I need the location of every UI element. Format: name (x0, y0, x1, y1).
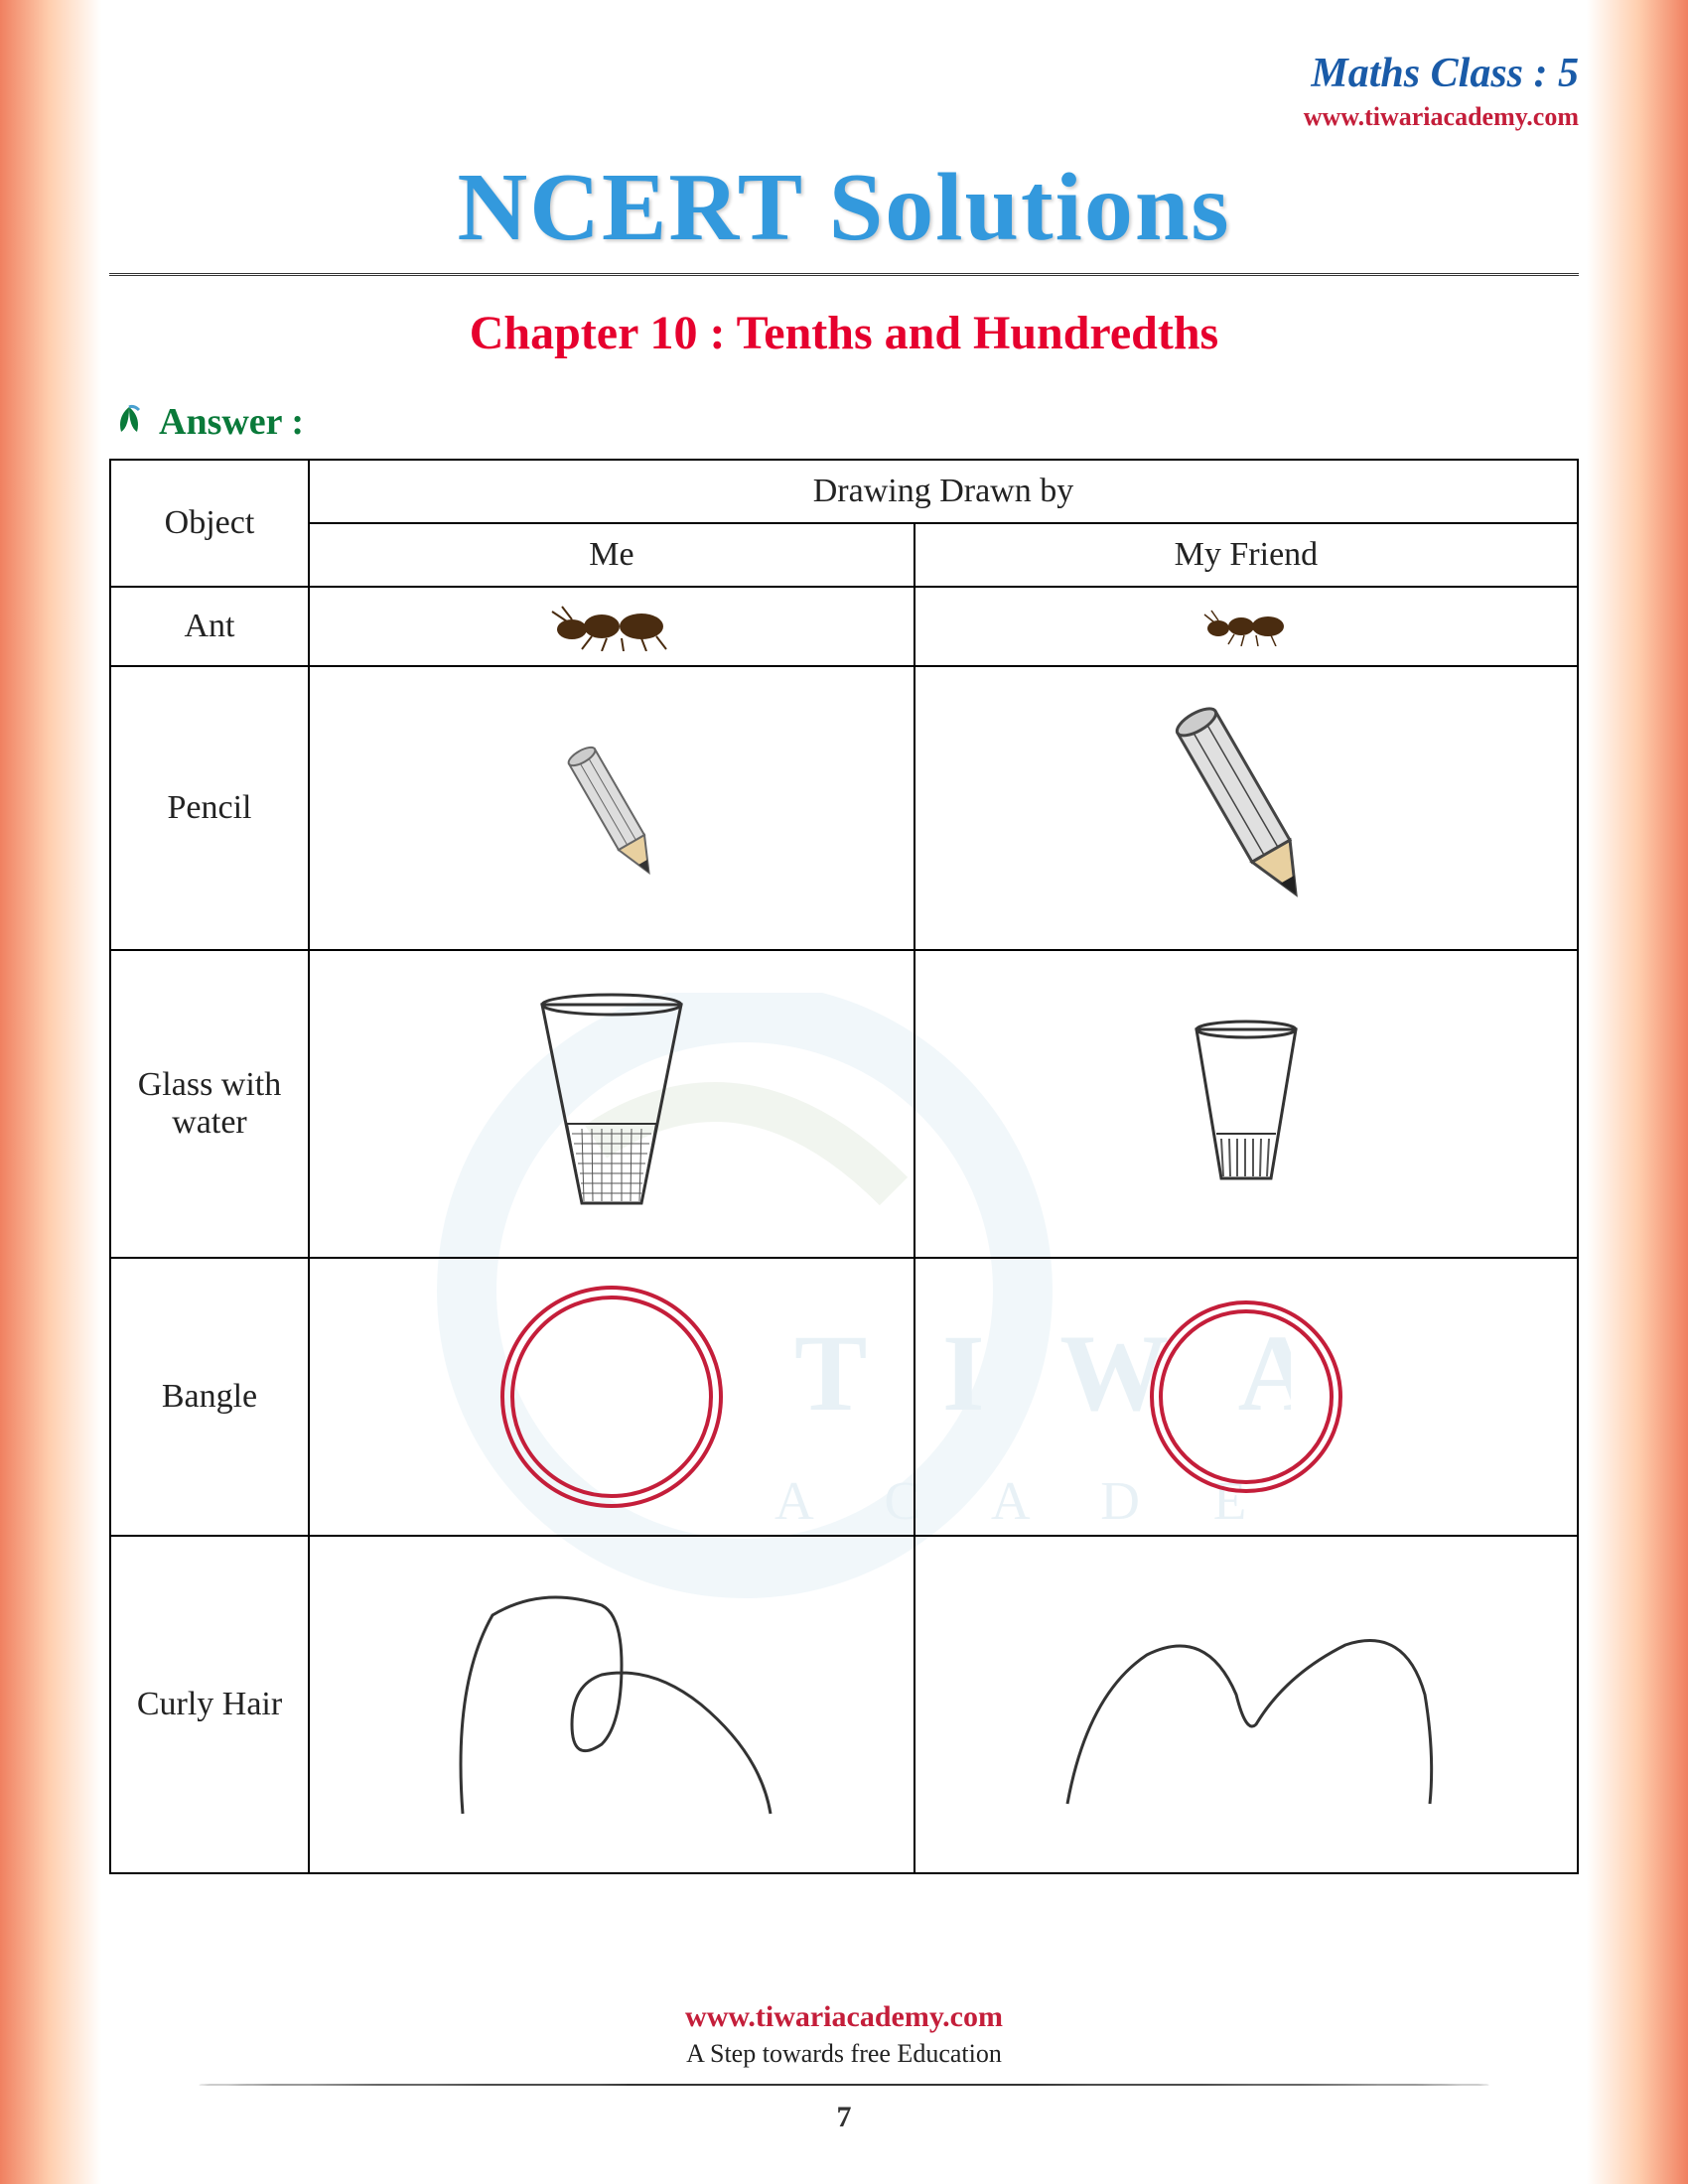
page-number: 7 (0, 2101, 1688, 2134)
footer-line (199, 2084, 1489, 2086)
website-link-top: www.tiwariacademy.com (109, 102, 1579, 132)
drawing-bangle-friend (914, 1258, 1578, 1536)
header-drawing: Drawing Drawn by (309, 460, 1578, 523)
header-me: Me (309, 523, 914, 587)
drawing-ant-me (309, 587, 914, 666)
leaf-icon (109, 402, 149, 442)
object-label: Curly Hair (110, 1536, 309, 1873)
page-content: Maths Class : 5 www.tiwariacademy.com NC… (0, 0, 1688, 1924)
drawing-hair-friend (914, 1536, 1578, 1873)
object-label: Bangle (110, 1258, 309, 1536)
object-label: Pencil (110, 666, 309, 950)
class-label: Maths Class : 5 (1311, 51, 1579, 96)
table-row: Pencil (110, 666, 1578, 950)
object-label: Glass with water (110, 950, 309, 1258)
table-row: Curly Hair (110, 1536, 1578, 1873)
footer-tagline: A Step towards free Education (0, 2039, 1688, 2069)
footer-website: www.tiwariacademy.com (0, 2000, 1688, 2034)
drawing-ant-friend (914, 587, 1578, 666)
chapter-title: Chapter 10 : Tenths and Hundredths (109, 306, 1579, 360)
drawing-glass-friend (914, 950, 1578, 1258)
title-underline (109, 273, 1579, 276)
table-row: Glass with water (110, 950, 1578, 1258)
table-row: Ant (110, 587, 1578, 666)
header-friend: My Friend (914, 523, 1578, 587)
drawing-pencil-me (309, 666, 914, 950)
answer-label: Answer : (109, 400, 1579, 444)
drawing-bangle-me (309, 1258, 914, 1536)
main-title: NCERT Solutions (109, 152, 1579, 263)
object-label: Ant (110, 587, 309, 666)
worksheet-table: Object Drawing Drawn by Me My Friend Ant… (109, 459, 1579, 1874)
drawing-hair-me (309, 1536, 914, 1873)
header-object: Object (110, 460, 309, 587)
table-row: Bangle (110, 1258, 1578, 1536)
header-top: Maths Class : 5 (109, 50, 1579, 97)
drawing-pencil-friend (914, 666, 1578, 950)
footer: www.tiwariacademy.com A Step towards fre… (0, 2000, 1688, 2134)
answer-text: Answer : (159, 400, 304, 444)
drawing-glass-me (309, 950, 914, 1258)
